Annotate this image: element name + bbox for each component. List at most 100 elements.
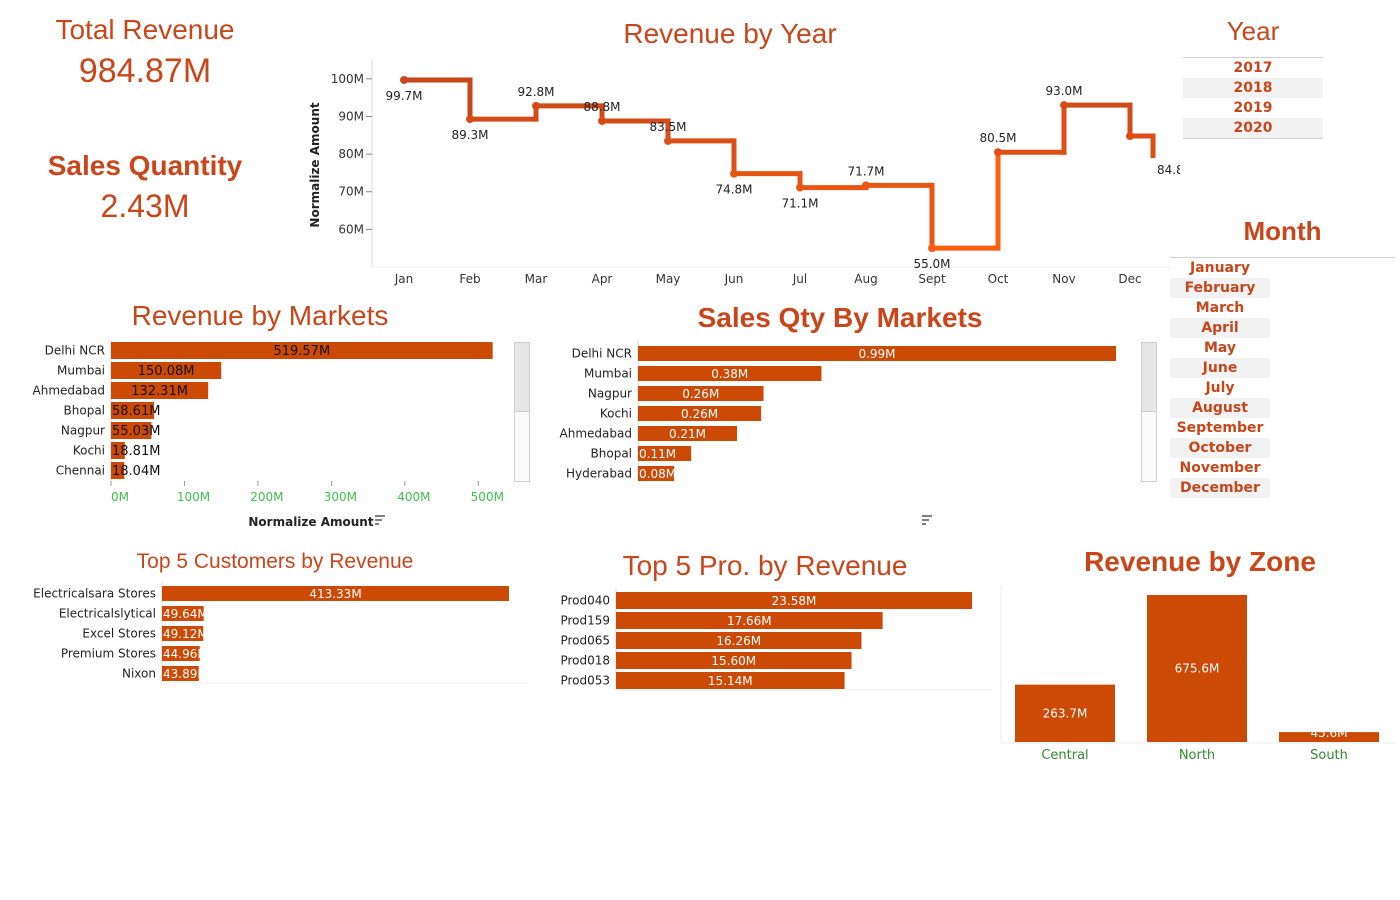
data-label: 84.8M — [1157, 163, 1180, 177]
bar[interactable] — [638, 446, 692, 461]
bar[interactable] — [616, 672, 845, 689]
month-option-march[interactable]: March — [1195, 300, 1245, 316]
bar[interactable] — [616, 632, 862, 649]
y-axis-label: Normalize Amount — [308, 102, 322, 227]
bar[interactable] — [638, 426, 737, 441]
year-option-2017[interactable]: 2017 — [1233, 60, 1273, 76]
bar[interactable] — [162, 666, 199, 681]
bar[interactable] — [162, 606, 204, 621]
x-tick-label: Nov — [1052, 272, 1075, 286]
sales-qty-by-markets-title: Sales Qty By Markets — [697, 302, 983, 333]
sort-icon[interactable] — [375, 515, 385, 525]
y-tick-label: 90M — [338, 109, 364, 123]
bar[interactable] — [111, 462, 125, 479]
bar[interactable] — [162, 646, 200, 661]
bar[interactable] — [638, 366, 822, 381]
data-point[interactable] — [862, 181, 870, 190]
data-label: 132.31M — [131, 384, 188, 399]
data-point[interactable] — [1126, 132, 1134, 141]
bar[interactable] — [111, 342, 493, 359]
month-option-january[interactable]: January — [1189, 260, 1251, 276]
category-label: Bhopal — [64, 404, 105, 418]
month-option-august[interactable]: August — [1170, 398, 1270, 418]
data-label: 58.61M — [112, 404, 160, 419]
data-label: 71.1M — [781, 197, 818, 211]
bar[interactable] — [111, 382, 209, 399]
bar[interactable] — [111, 422, 152, 439]
bar[interactable] — [111, 362, 222, 379]
data-point[interactable] — [532, 101, 540, 110]
data-point[interactable] — [928, 244, 936, 253]
y-tick-label: 70M — [338, 185, 364, 199]
bar[interactable] — [616, 592, 972, 609]
bar[interactable] — [638, 386, 764, 401]
data-point[interactable] — [1060, 101, 1068, 110]
bar[interactable] — [111, 402, 155, 419]
data-label: 16.26M — [716, 634, 761, 648]
category-label: Bhopal — [591, 447, 632, 461]
data-point[interactable] — [796, 183, 804, 192]
revenue-by-zone-chart: 263.7M Central 675.6M North 45.6M South — [1000, 585, 1396, 763]
bar[interactable] — [162, 586, 509, 601]
scrollbar-thumb[interactable] — [515, 343, 529, 412]
month-option-december[interactable]: December — [1170, 478, 1270, 498]
data-label: 18.04M — [112, 464, 160, 479]
bar[interactable] — [638, 346, 1116, 361]
category-label: Nixon — [122, 667, 156, 681]
top5-customers-chart: Electricalsara Stores 413.33M Electricalsl… — [33, 582, 528, 684]
month-option-june[interactable]: June — [1170, 358, 1270, 378]
revenue-by-year-title: Revenue by Year — [623, 18, 837, 49]
category-label: Prod159 — [560, 614, 610, 628]
data-point[interactable] — [730, 169, 738, 178]
sort-icon[interactable] — [922, 515, 932, 525]
category-label: Prod053 — [560, 674, 610, 688]
category-label: Excel Stores — [82, 627, 156, 641]
bar[interactable] — [1147, 595, 1247, 742]
data-label: 71.7M — [847, 164, 884, 178]
y-tick-label: 80M — [338, 147, 364, 161]
year-filter-divider — [1183, 57, 1323, 58]
data-label: 0.26M — [682, 387, 719, 401]
scrollbar-thumb[interactable] — [1142, 343, 1156, 412]
x-tick-label: South — [1310, 748, 1348, 763]
year-option-2020[interactable]: 2020 — [1183, 118, 1323, 138]
category-label: Prod065 — [560, 634, 610, 648]
year-filter-title: Year — [1226, 16, 1280, 46]
month-option-november[interactable]: November — [1179, 460, 1261, 476]
month-option-april[interactable]: April — [1170, 318, 1270, 338]
sales-quantity-label: Sales Quantity — [47, 150, 243, 181]
bar[interactable] — [616, 612, 883, 629]
month-option-july[interactable]: July — [1205, 380, 1235, 396]
bar[interactable] — [638, 406, 762, 421]
month-option-september[interactable]: September — [1176, 420, 1264, 436]
category-label: Premium Stores — [61, 647, 156, 661]
data-label: 88.8M — [583, 100, 620, 114]
bar[interactable] — [1279, 732, 1379, 742]
bar[interactable] — [162, 626, 204, 641]
category-label: Electricalsara Stores — [33, 587, 156, 601]
data-point[interactable] — [598, 116, 606, 125]
month-option-february[interactable]: February — [1170, 278, 1270, 298]
revenue-markets-scrollbar[interactable] — [514, 342, 530, 482]
x-tick-label: May — [656, 272, 681, 286]
sales-qty-scrollbar[interactable] — [1141, 342, 1157, 482]
data-point[interactable] — [994, 148, 1002, 157]
year-option-2019[interactable]: 2019 — [1233, 100, 1273, 116]
revenue-by-year-chart: Normalize Amount 60M 70M 80M 90M 100M 99.7M 8… — [308, 60, 1180, 286]
data-label: 45.6M — [1310, 726, 1347, 740]
bar[interactable] — [638, 466, 675, 481]
month-option-may[interactable]: May — [1203, 340, 1237, 356]
month-option-october[interactable]: October — [1170, 438, 1270, 458]
bar[interactable] — [616, 652, 852, 669]
category-label: Hyderabad — [566, 467, 632, 481]
data-point[interactable] — [400, 75, 408, 84]
bar[interactable] — [111, 442, 125, 459]
sales-qty-by-markets-chart: Delhi NCR 0.99M Mumbai 0.38M Nagpur 0.26M Koch… — [560, 340, 1116, 525]
bar[interactable] — [1015, 684, 1115, 742]
y-tick-label: 60M — [338, 222, 364, 236]
data-point[interactable] — [664, 136, 672, 145]
year-option-2018[interactable]: 2018 — [1183, 78, 1323, 98]
month-filter-title: Month — [1243, 216, 1322, 246]
data-label: 99.7M — [385, 89, 422, 103]
data-point[interactable] — [466, 115, 474, 124]
